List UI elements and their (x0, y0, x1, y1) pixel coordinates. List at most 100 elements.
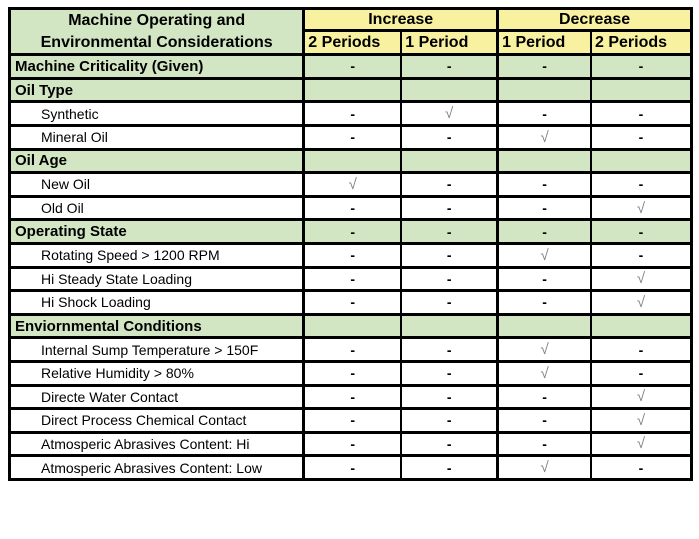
row-label: Old Oil (8, 194, 305, 222)
cell-decrease-1-period-dash-mark: - (496, 100, 592, 127)
cell-decrease-1-period-check-mark: √ (496, 336, 592, 363)
cell-decrease-2-periods-check-mark: √ (589, 430, 693, 458)
cell-increase-1-period-empty (400, 76, 499, 104)
cell-decrease-2-periods-empty (589, 147, 693, 175)
considerations-table: Machine Operating and Environmental Cons… (8, 6, 693, 481)
row-label: Atmosperic Abrasives Content: Hi (8, 430, 305, 458)
cell-decrease-1-period-empty (496, 76, 592, 104)
cell-increase-1-period-dash-mark: - (400, 53, 499, 80)
table-body: Machine Criticality (Given) - - - - Oil Type S… (8, 53, 693, 481)
row-label: Hi Steady State Loading (8, 265, 305, 293)
cell-increase-2-periods-dash-mark: - (302, 336, 403, 363)
cell-increase-2-periods-dash-mark: - (302, 218, 403, 245)
row-label: Machine Criticality (Given) (8, 53, 305, 80)
cell-increase-1-period-dash-mark: - (400, 430, 499, 458)
cell-increase-2-periods-check-mark: √ (302, 171, 403, 198)
row-label: Atmosperic Abrasives Content: Low (8, 454, 305, 481)
row-label: Relative Humidity > 80% (8, 359, 305, 387)
cell-decrease-1-period-check-mark: √ (496, 123, 592, 151)
row-label: Directe Water Contact (8, 383, 305, 411)
group-header-row: Machine Operating and Environmental Cons… (8, 6, 693, 56)
cell-increase-1-period-dash-mark: - (400, 359, 499, 387)
cell-decrease-2-periods-dash-mark: - (589, 454, 693, 481)
cell-increase-2-periods-empty (302, 147, 403, 175)
cell-decrease-2-periods-dash-mark: - (589, 171, 693, 198)
cell-decrease-1-period-dash-mark: - (496, 289, 592, 316)
cell-decrease-2-periods-check-mark: √ (589, 407, 693, 434)
cell-increase-1-period-dash-mark: - (400, 383, 499, 411)
row-label: Mineral Oil (8, 123, 305, 151)
row-label: Operating State (8, 218, 305, 245)
cell-decrease-2-periods-empty (589, 76, 693, 104)
cell-decrease-1-period-dash-mark: - (496, 265, 592, 293)
item-row: Relative Humidity > 80% - - √ - (8, 359, 693, 387)
cell-increase-1-period-dash-mark: - (400, 171, 499, 198)
cell-decrease-2-periods-dash-mark: - (589, 241, 693, 269)
cell-increase-2-periods-dash-mark: - (302, 383, 403, 411)
item-row: Hi Shock Loading - - - √ (8, 289, 693, 316)
cell-increase-2-periods-dash-mark: - (302, 407, 403, 434)
item-row: Atmosperic Abrasives Content: Hi - - - √ (8, 430, 693, 458)
cell-increase-2-periods-dash-mark: - (302, 241, 403, 269)
cell-increase-2-periods-dash-mark: - (302, 359, 403, 387)
cell-increase-1-period-dash-mark: - (400, 123, 499, 151)
item-row: Directe Water Contact - - - √ (8, 383, 693, 411)
cell-increase-1-period-empty (400, 312, 499, 340)
row-label: Enviornmental Conditions (8, 312, 305, 340)
row-label: New Oil (8, 171, 305, 198)
cell-decrease-1-period-dash-mark: - (496, 407, 592, 434)
cell-decrease-1-period-check-mark: √ (496, 454, 592, 481)
row-label: Direct Process Chemical Contact (8, 407, 305, 434)
col-header-increase-1-period: 1 Period (400, 29, 499, 57)
cell-decrease-2-periods-dash-mark: - (589, 359, 693, 387)
table-title-line1: Machine Operating and (68, 12, 246, 29)
cell-increase-2-periods-empty (302, 76, 403, 104)
item-row: Mineral Oil - - √ - (8, 123, 693, 151)
section-row: Machine Criticality (Given) - - - - (8, 53, 693, 80)
table-header: Machine Operating and Environmental Cons… (8, 6, 693, 57)
cell-increase-1-period-dash-mark: - (400, 289, 499, 316)
section-row: Enviornmental Conditions (8, 312, 693, 340)
row-label: Rotating Speed > 1200 RPM (8, 241, 305, 269)
row-label: Oil Age (8, 147, 305, 175)
cell-increase-1-period-check-mark: √ (400, 100, 499, 127)
cell-increase-1-period-dash-mark: - (400, 454, 499, 481)
item-row: Old Oil - - - √ (8, 194, 693, 222)
cell-increase-2-periods-dash-mark: - (302, 265, 403, 293)
item-row: Direct Process Chemical Contact - - - √ (8, 407, 693, 434)
cell-increase-1-period-dash-mark: - (400, 336, 499, 363)
item-row: Hi Steady State Loading - - - √ (8, 265, 693, 293)
cell-decrease-1-period-check-mark: √ (496, 241, 592, 269)
table-title-line2: Environmental Considerations (40, 33, 273, 51)
cell-increase-2-periods-dash-mark: - (302, 53, 403, 80)
cell-increase-2-periods-empty (302, 312, 403, 340)
cell-decrease-1-period-dash-mark: - (496, 218, 592, 245)
cell-decrease-1-period-dash-mark: - (496, 53, 592, 80)
cell-increase-2-periods-dash-mark: - (302, 289, 403, 316)
item-row: Internal Sump Temperature > 150F - - √ - (8, 336, 693, 363)
cell-decrease-2-periods-check-mark: √ (589, 289, 693, 316)
col-header-decrease-2-periods: 2 Periods (589, 29, 693, 57)
cell-decrease-1-period-dash-mark: - (496, 171, 592, 198)
cell-increase-1-period-dash-mark: - (400, 407, 499, 434)
item-row: Atmosperic Abrasives Content: Low - - √ - (8, 454, 693, 481)
page: Machine Operating and Environmental Cons… (8, 6, 693, 481)
col-header-increase-2-periods: 2 Periods (302, 29, 403, 57)
column-group-decrease: Decrease (496, 6, 693, 32)
cell-decrease-1-period-check-mark: √ (496, 359, 592, 387)
cell-increase-2-periods-dash-mark: - (302, 454, 403, 481)
cell-decrease-2-periods-dash-mark: - (589, 218, 693, 245)
cell-increase-1-period-dash-mark: - (400, 218, 499, 245)
cell-decrease-2-periods-dash-mark: - (589, 336, 693, 363)
col-header-decrease-1-period: 1 Period (496, 29, 592, 57)
item-row: Synthetic - √ - - (8, 100, 693, 127)
cell-increase-2-periods-dash-mark: - (302, 100, 403, 127)
row-label: Synthetic (8, 100, 305, 127)
cell-decrease-1-period-empty (496, 312, 592, 340)
table-title: Machine Operating and Environmental Cons… (8, 6, 305, 56)
row-label: Internal Sump Temperature > 150F (8, 336, 305, 363)
subcolumn-header-row: 2 Periods 1 Period 1 Period 2 Periods (10, 29, 693, 57)
row-label: Oil Type (8, 76, 305, 104)
cell-decrease-1-period-empty (496, 147, 592, 175)
item-row: Rotating Speed > 1200 RPM - - √ - (8, 241, 693, 269)
